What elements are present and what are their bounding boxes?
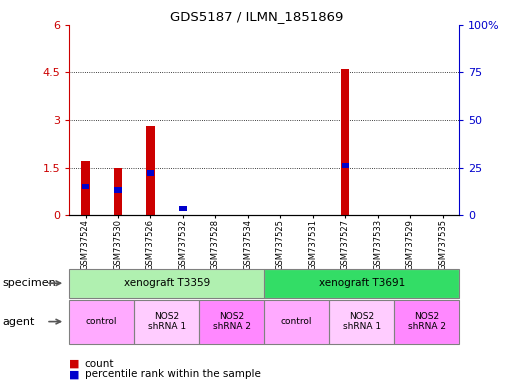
Bar xyxy=(82,184,89,189)
Bar xyxy=(146,126,154,215)
Text: xenograft T3359: xenograft T3359 xyxy=(124,278,210,288)
Text: control: control xyxy=(281,317,312,326)
Text: xenograft T3691: xenograft T3691 xyxy=(319,278,405,288)
Bar xyxy=(180,205,187,211)
Text: ■: ■ xyxy=(69,369,80,379)
Text: NOS2
shRNA 2: NOS2 shRNA 2 xyxy=(213,312,251,331)
Bar xyxy=(147,170,154,176)
Text: GDS5187 / ILMN_1851869: GDS5187 / ILMN_1851869 xyxy=(170,10,343,23)
Text: specimen: specimen xyxy=(3,278,56,288)
Bar xyxy=(114,187,122,193)
Text: NOS2
shRNA 1: NOS2 shRNA 1 xyxy=(148,312,186,331)
Text: NOS2
shRNA 2: NOS2 shRNA 2 xyxy=(408,312,446,331)
Bar xyxy=(341,70,349,215)
Text: ■: ■ xyxy=(69,359,80,369)
Bar xyxy=(82,161,90,215)
Text: count: count xyxy=(85,359,114,369)
Bar xyxy=(114,167,122,215)
Text: control: control xyxy=(86,317,117,326)
Bar xyxy=(342,163,349,169)
Text: NOS2
shRNA 1: NOS2 shRNA 1 xyxy=(343,312,381,331)
Text: agent: agent xyxy=(3,316,35,327)
Text: percentile rank within the sample: percentile rank within the sample xyxy=(85,369,261,379)
